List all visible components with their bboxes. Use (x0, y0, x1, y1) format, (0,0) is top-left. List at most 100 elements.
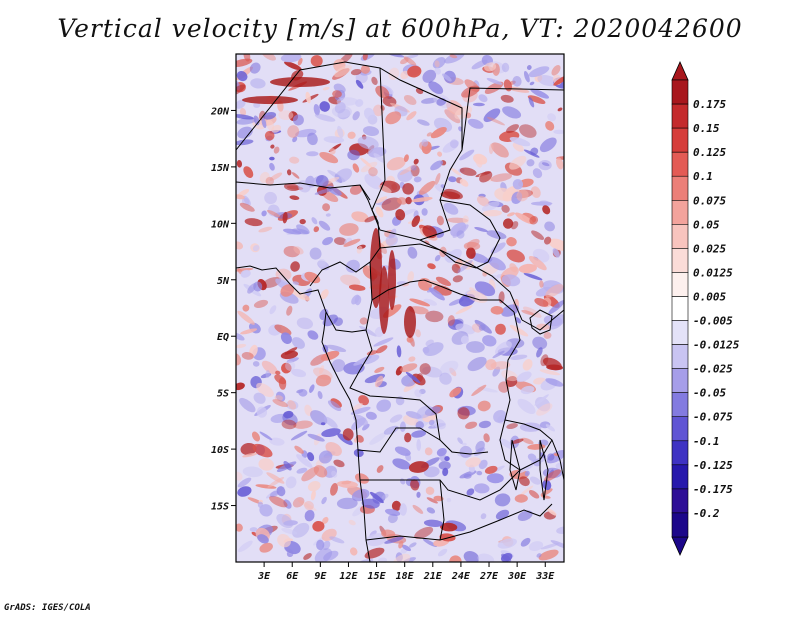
field-cell (265, 176, 274, 186)
field-cell (528, 66, 550, 78)
field-cell (269, 305, 277, 315)
field-cell (437, 548, 448, 557)
field-cell (355, 99, 364, 107)
field-cell (360, 64, 370, 74)
field-cell (286, 357, 299, 363)
colorbar-top-arrow (671, 61, 689, 81)
field-cell (529, 81, 535, 86)
field-cell (267, 477, 285, 488)
field-cell (304, 509, 315, 522)
field-cell (502, 106, 522, 119)
colorbar-segment (671, 296, 689, 321)
field-cell (397, 197, 408, 205)
field-cell (306, 151, 319, 157)
field-cell (243, 195, 251, 206)
field-cell (237, 486, 252, 497)
field-cell (434, 172, 441, 185)
field-cell (537, 74, 558, 87)
field-cell (527, 453, 537, 462)
field-cell (241, 352, 254, 360)
field-cell (550, 540, 564, 550)
field-cell (416, 405, 433, 419)
field-cell (272, 399, 289, 408)
field-cell (320, 350, 340, 361)
field-cell (467, 356, 487, 372)
field-cell (353, 448, 364, 458)
field-cell (446, 497, 452, 503)
field-cell (373, 153, 386, 163)
field-cell (456, 230, 465, 239)
field-cell (348, 519, 356, 526)
field-cell (428, 419, 435, 426)
field-cell (336, 480, 358, 489)
field-cell (551, 65, 561, 76)
lon-label: 15E (368, 571, 387, 582)
field-cell (269, 495, 288, 508)
field-cell (399, 163, 418, 176)
field-cell (506, 423, 518, 430)
field-cell (472, 102, 485, 107)
field-cell (531, 230, 545, 240)
field-cell (374, 375, 384, 388)
field-cell (474, 226, 488, 233)
field-cell (449, 387, 462, 398)
field-cell (405, 371, 421, 384)
field-cell (305, 91, 311, 104)
field-cell (278, 274, 289, 284)
field-cell (322, 516, 329, 524)
field-cell (326, 344, 347, 353)
field-cell (259, 431, 273, 441)
field-cell (259, 542, 273, 553)
field-cell (270, 144, 275, 149)
field-cell (242, 452, 258, 458)
field-cell (430, 126, 447, 139)
field-cell (242, 304, 250, 312)
field-cell (309, 384, 315, 393)
field-cell (422, 346, 430, 354)
field-cell (415, 329, 421, 338)
field-cell (239, 397, 256, 413)
field-cell (484, 465, 498, 474)
lon-label: 27E (479, 571, 499, 582)
field-cell (321, 428, 341, 438)
field-cell (501, 204, 510, 213)
field-cell (307, 330, 319, 340)
field-cell (494, 187, 512, 201)
field-cell (252, 443, 273, 458)
field-cell (266, 209, 281, 218)
field-cell (281, 419, 297, 430)
field-cell (370, 228, 382, 308)
field-cell (365, 533, 387, 547)
field-cell (280, 54, 302, 63)
field-cell (236, 160, 243, 168)
field-cell (236, 71, 248, 82)
field-cell (314, 548, 333, 562)
field-cell (388, 67, 400, 80)
field-cell (426, 507, 436, 514)
colorbar-segment (671, 464, 689, 490)
field-cell (517, 398, 536, 415)
field-cell (381, 493, 389, 499)
field-cell (497, 538, 517, 549)
lon-label: 3E (257, 571, 271, 582)
field-cell (317, 390, 323, 400)
field-cell (433, 418, 446, 430)
field-cell (510, 354, 528, 360)
field-cell (319, 101, 330, 112)
field-cell (534, 297, 549, 307)
field-cell (396, 345, 402, 358)
field-cell (395, 209, 406, 221)
field-cell (553, 129, 564, 135)
border-line (349, 329, 489, 455)
field-cell (330, 483, 338, 496)
field-cell (452, 224, 469, 238)
field-cell (291, 290, 311, 301)
field-cell (450, 167, 462, 176)
field-cell (407, 246, 418, 259)
colorbar-label: -0.005 (693, 315, 733, 328)
field-cell (406, 336, 414, 343)
field-cell (490, 242, 506, 254)
field-cell (501, 370, 518, 382)
field-cell (381, 197, 402, 211)
field-cell (444, 456, 450, 462)
